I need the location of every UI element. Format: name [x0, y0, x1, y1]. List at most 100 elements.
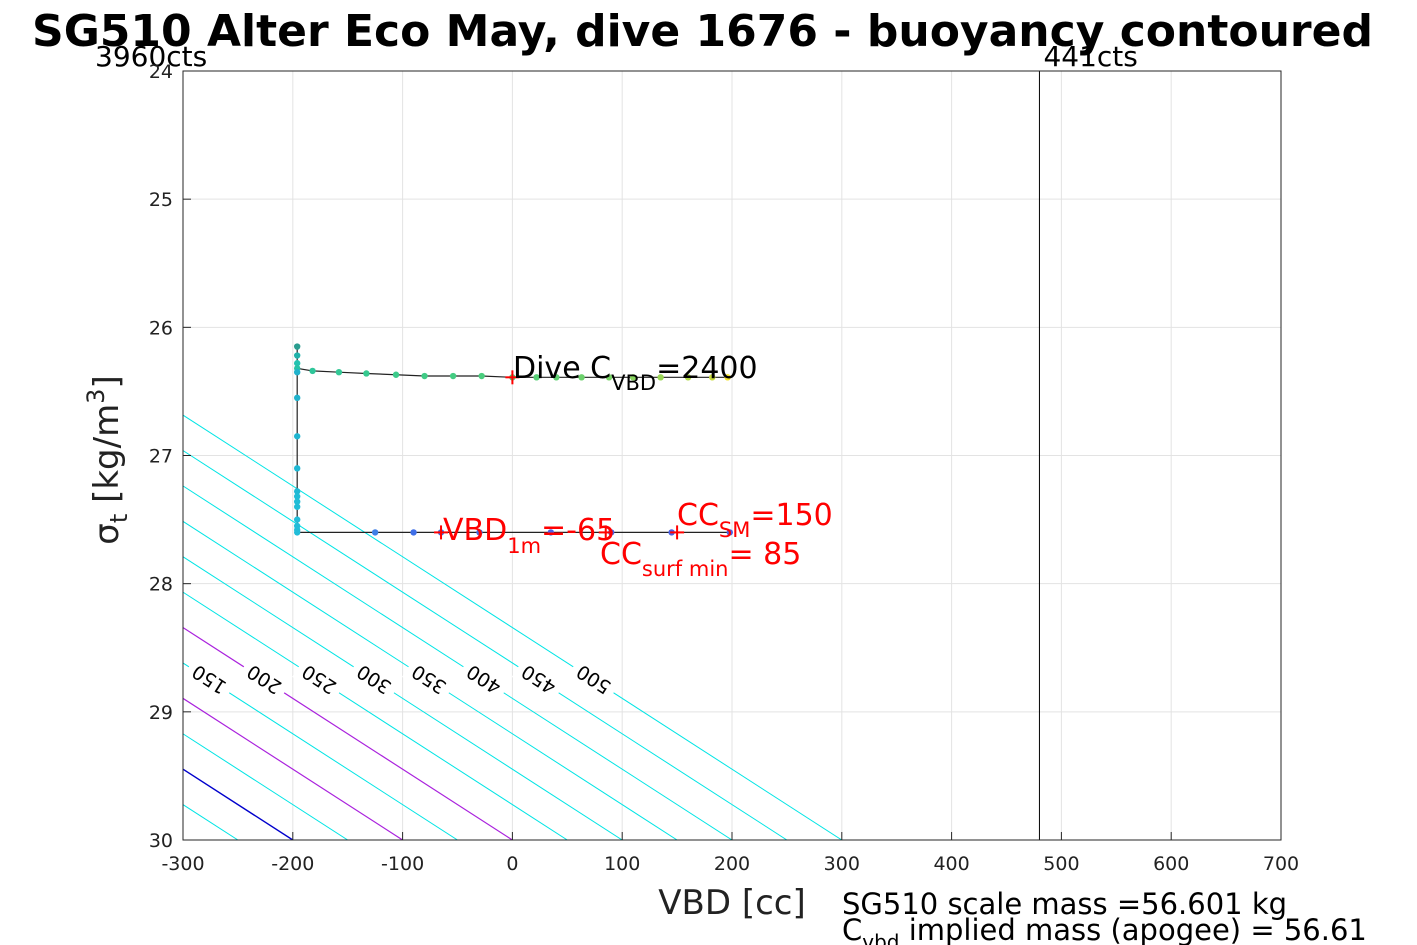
series-point — [392, 371, 400, 378]
annotation-dive-post: =2400 — [656, 351, 757, 386]
contour-line — [183, 697, 403, 840]
chart-title: SG510 Alter Eco May, dive 1676 - buoyanc… — [32, 6, 1373, 57]
annotation-ccsurf-pre: CC — [600, 537, 642, 572]
series-point — [410, 529, 417, 536]
series-point — [533, 374, 540, 381]
y-axis-label-sym: σ — [87, 523, 127, 545]
series-point — [293, 516, 301, 523]
contour-line — [183, 662, 458, 840]
series-point — [553, 374, 560, 381]
annotation-ccsm-sub: SM — [719, 518, 750, 542]
annotation-markers — [434, 370, 685, 540]
contour-label-bg — [347, 656, 401, 703]
y-axis-label: σt [kg/m3] — [82, 375, 133, 544]
count-marker-label: 441cts — [1043, 40, 1137, 73]
contour-label-bg — [402, 656, 456, 703]
x-tick-label: -100 — [381, 853, 424, 875]
contour-label-bg — [456, 656, 511, 703]
contour-line — [0, 71, 73, 840]
annotation-cc-sm: CCSM=150 — [677, 498, 833, 542]
annotation-vbd1m-sub: 1m — [507, 534, 541, 558]
contour-label-bg — [511, 656, 566, 703]
count-marker-label: 3960cts — [95, 40, 207, 73]
series-point — [293, 503, 301, 510]
series-point — [605, 374, 613, 381]
dive-series — [293, 343, 734, 536]
footer-implied-mass-pre: C — [842, 913, 862, 945]
y-tick-label: 24 — [149, 61, 173, 83]
series-point — [657, 374, 664, 381]
series-point — [363, 370, 370, 377]
annotation-ccsm-pre: CC — [677, 498, 719, 533]
series-point — [293, 529, 301, 536]
x-tick-label: 700 — [1263, 853, 1299, 875]
contour-line — [183, 485, 733, 840]
annotation-dive-sub: VBD — [611, 371, 656, 395]
x-tick-label: 600 — [1153, 853, 1189, 875]
contour-line — [183, 556, 623, 840]
x-tick-label: 500 — [1043, 853, 1079, 875]
contour-line — [183, 591, 568, 840]
footer-implied-mass-post: implied mass (apogee) = 56.61 — [899, 913, 1366, 945]
series-point — [724, 374, 731, 381]
annotation-cc-surf-min: CCsurf min= 85 — [600, 537, 801, 581]
series-point — [421, 372, 428, 380]
y-axis-label-unit: [kg/m — [87, 404, 127, 514]
series-point — [293, 360, 301, 367]
series-point — [709, 374, 716, 381]
y-axis-label-close: ] — [87, 375, 127, 388]
series-point — [293, 352, 301, 359]
annotation-ccsurf-sub: surf min — [642, 557, 729, 581]
annotation-dive-cvbd: Dive CVBD=2400 — [513, 351, 758, 395]
contour-label-bg — [566, 656, 621, 703]
series-point — [371, 529, 379, 536]
x-tick-label: 200 — [714, 853, 750, 875]
axis-ticks: -300 -200 -100 0 100 200 300 400 500 600 700 24 25 26… — [149, 61, 1299, 875]
series-point — [476, 529, 483, 536]
series-point — [547, 529, 555, 536]
series-point — [293, 493, 301, 500]
x-tick-label: 400 — [933, 853, 969, 875]
footer-implied-mass: Cvbd implied mass (apogee) = 56.61 — [842, 913, 1367, 945]
contour-label-bg — [237, 656, 291, 703]
y-axis-label-sup: 3 — [82, 389, 110, 404]
x-tick-label: -300 — [161, 853, 204, 875]
annotation-vbd1m-post: =-65 — [541, 513, 615, 548]
contour-line — [0, 71, 18, 840]
x-axis-label: VBD [cc] — [658, 883, 806, 923]
series-point — [578, 374, 585, 381]
y-tick-label: 28 — [149, 574, 173, 596]
series-point — [335, 368, 343, 376]
x-tick-label: 0 — [506, 853, 518, 875]
annotation-ccsm-post: =150 — [750, 498, 832, 533]
x-tick-label: 300 — [824, 853, 860, 875]
y-tick-label: 26 — [149, 317, 173, 339]
series-point — [293, 433, 301, 440]
contour-label-bg — [292, 656, 346, 703]
x-tick-label: -200 — [271, 853, 314, 875]
series-point — [629, 374, 637, 381]
y-tick-label: 25 — [149, 189, 173, 211]
y-tick-label: 30 — [149, 830, 173, 852]
series-point — [726, 529, 734, 536]
series-point — [478, 372, 485, 380]
series-point — [293, 343, 301, 350]
count-markers: 3960cts 441cts — [95, 40, 1138, 840]
footer-scale-mass: SG510 scale mass =56.601 kg — [842, 887, 1287, 921]
y-tick-label: 27 — [149, 446, 173, 468]
contour-line — [183, 626, 513, 840]
series-point — [293, 465, 301, 472]
contour-line — [183, 520, 678, 840]
x-tick-label: 100 — [604, 853, 640, 875]
annotation-vbd1m-pre: VBD — [443, 513, 507, 548]
series-point — [449, 372, 457, 380]
series-point — [684, 374, 692, 381]
annotation-ccsurf-post: = 85 — [728, 537, 801, 572]
contour-label-bg — [182, 656, 236, 703]
annotation-vbd-1m: VBD1m=-65 — [443, 513, 615, 558]
series-point — [309, 367, 316, 375]
y-tick-label: 29 — [149, 702, 173, 724]
y-axis-label-sub: t — [105, 514, 133, 523]
annotation-dive-pre: Dive C — [513, 351, 611, 386]
